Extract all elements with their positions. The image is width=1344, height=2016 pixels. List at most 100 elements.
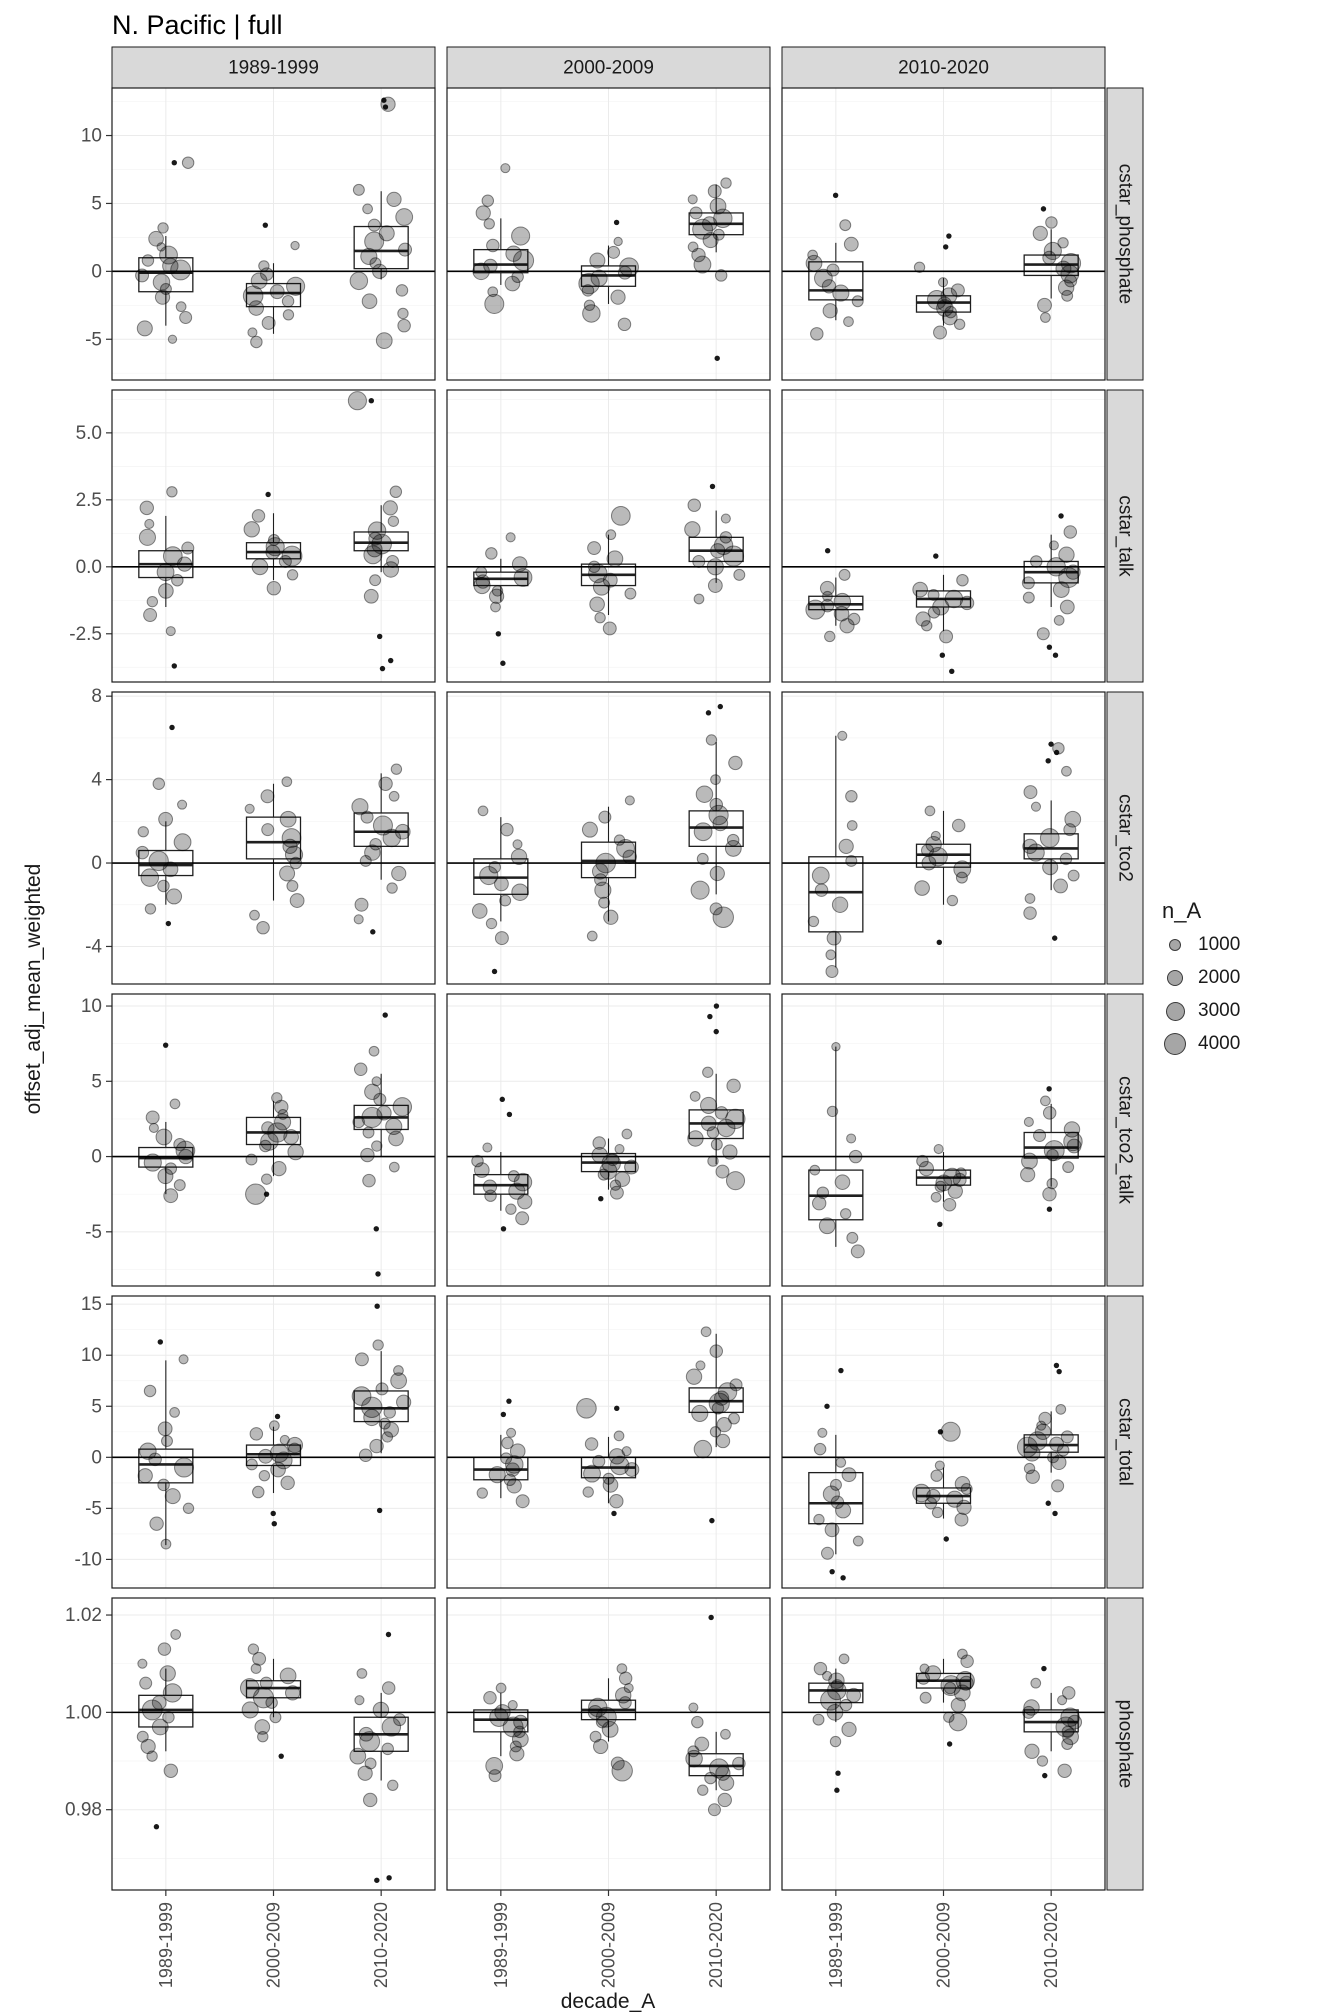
data-point [268, 1420, 280, 1432]
data-point [839, 618, 855, 634]
data-point [822, 590, 833, 602]
data-point [1057, 1695, 1068, 1706]
data-point [598, 810, 612, 824]
data-point [482, 1142, 493, 1153]
data-point [933, 325, 948, 340]
data-point [702, 1066, 714, 1078]
data-point [624, 587, 637, 600]
jitter-points [912, 1421, 973, 1527]
data-point [709, 902, 723, 916]
data-point [513, 1714, 529, 1730]
data-point [1067, 1714, 1083, 1730]
data-point [940, 1421, 961, 1442]
data-point [378, 776, 393, 791]
row-strip-label: cstar_tco2 [1115, 794, 1136, 882]
outlier-point [386, 1875, 392, 1881]
data-point [710, 774, 721, 785]
boxplot [473, 558, 529, 602]
data-point [143, 1384, 157, 1398]
data-point [499, 894, 512, 907]
data-point [159, 245, 178, 265]
data-point [594, 881, 612, 899]
data-point [155, 1128, 173, 1146]
outlier-point [1048, 741, 1054, 747]
data-point [258, 260, 270, 272]
data-point [388, 790, 400, 802]
data-point [847, 612, 861, 626]
data-point [257, 1731, 269, 1743]
data-point [1055, 1716, 1077, 1738]
data-point [382, 828, 401, 848]
data-point [613, 834, 626, 846]
data-point [947, 1183, 963, 1199]
data-point [830, 1495, 845, 1509]
data-point [1066, 1138, 1082, 1154]
boxplot-box [245, 816, 302, 860]
data-point [1051, 1454, 1067, 1471]
row-strip-label: cstar_phosphate [1115, 164, 1136, 305]
data-point [494, 931, 509, 946]
data-point [368, 1045, 380, 1057]
data-point [846, 1231, 859, 1244]
data-point [162, 1710, 175, 1724]
data-point [1020, 1166, 1036, 1183]
data-point [1048, 540, 1059, 551]
data-point [1061, 765, 1072, 777]
jitter-points [244, 776, 305, 935]
data-point [511, 556, 528, 572]
data-point [690, 880, 710, 900]
data-point [274, 1099, 289, 1115]
data-point [624, 795, 635, 806]
data-point [369, 1438, 384, 1454]
data-point [939, 629, 954, 644]
boxplot [473, 218, 529, 285]
data-point [139, 500, 154, 516]
data-point [714, 269, 728, 282]
panel-border [446, 993, 771, 1287]
data-point [1055, 1403, 1067, 1415]
legend-item: 1000 [1162, 932, 1332, 958]
data-point [825, 964, 839, 978]
data-point [693, 255, 712, 274]
data-point [715, 1433, 731, 1449]
data-point [924, 1497, 938, 1510]
y-tick-label: 0.0 [76, 557, 102, 578]
boxplot [915, 574, 972, 632]
data-point [610, 506, 631, 526]
data-point [1063, 525, 1078, 539]
data-point [398, 242, 413, 257]
data-point [289, 893, 305, 908]
data-point [1021, 1152, 1038, 1170]
data-point [943, 1711, 955, 1723]
data-point [511, 270, 524, 284]
data-point [819, 580, 835, 596]
jitter-points [352, 1045, 413, 1188]
data-point [139, 1676, 153, 1690]
data-point [356, 1668, 368, 1679]
data-point [709, 797, 723, 812]
data-point [707, 184, 722, 199]
data-point [598, 896, 611, 909]
outlier-point [375, 1271, 381, 1277]
data-point [814, 883, 829, 897]
data-point [711, 1402, 725, 1415]
data-point [387, 515, 400, 527]
data-point [597, 1168, 610, 1181]
data-point [504, 275, 521, 292]
data-point [950, 283, 965, 298]
data-point [161, 1435, 173, 1447]
data-point [279, 1667, 297, 1685]
panel [111, 389, 436, 683]
data-point [152, 273, 171, 291]
outlier-point [157, 1339, 164, 1345]
data-point [811, 1196, 827, 1211]
data-point [1036, 627, 1050, 641]
data-point [609, 1494, 624, 1509]
jitter-points [476, 1427, 530, 1509]
data-point [157, 222, 169, 234]
data-point [592, 1136, 606, 1150]
data-point [381, 1681, 396, 1695]
data-point [382, 500, 398, 516]
data-point [713, 535, 734, 556]
panel-border [111, 1295, 436, 1589]
